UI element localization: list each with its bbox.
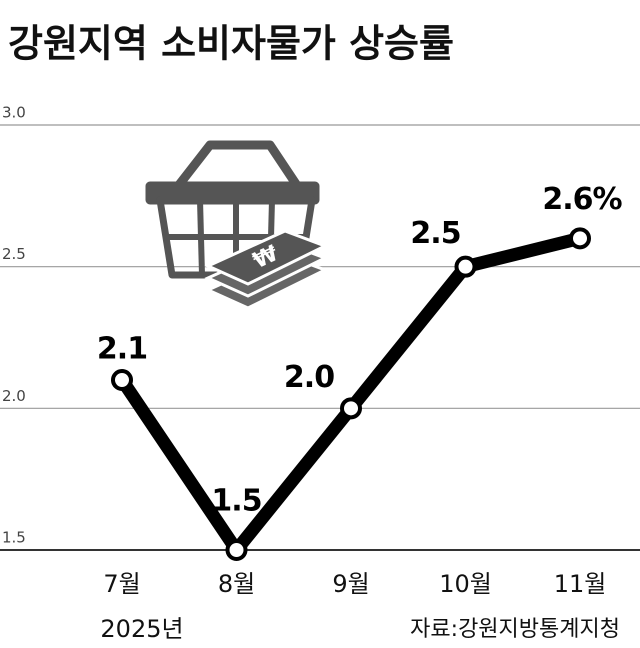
point	[569, 227, 591, 250]
point	[111, 369, 133, 391]
x-tick-label: 8월	[218, 570, 255, 598]
chart-title: 강원지역 소비자물가 상승률	[8, 22, 454, 66]
point	[454, 255, 477, 278]
y-tick-label: 3.0	[2, 104, 26, 122]
money-icon: ₩	[204, 229, 329, 310]
year-label: 2025년	[100, 615, 183, 643]
x-tick-label: 11월	[554, 570, 607, 598]
x-tick-label: 7월	[103, 570, 140, 598]
point	[340, 397, 362, 420]
y-tick-label: 2.5	[2, 245, 26, 263]
value-label: 1.5	[211, 484, 261, 519]
x-tick-label: 10월	[439, 570, 492, 598]
value-label: 2.6%	[542, 182, 622, 217]
point	[225, 539, 248, 561]
x-tick-label: 9월	[332, 570, 369, 598]
value-label: 2.0	[284, 360, 334, 395]
y-tick-label: 2.0	[2, 387, 26, 405]
source: 자료:강원지방통계지청	[410, 617, 620, 642]
value-label: 2.5	[410, 216, 460, 251]
value-label: 2.1	[97, 332, 147, 367]
y-tick-label: 1.5	[2, 529, 26, 547]
